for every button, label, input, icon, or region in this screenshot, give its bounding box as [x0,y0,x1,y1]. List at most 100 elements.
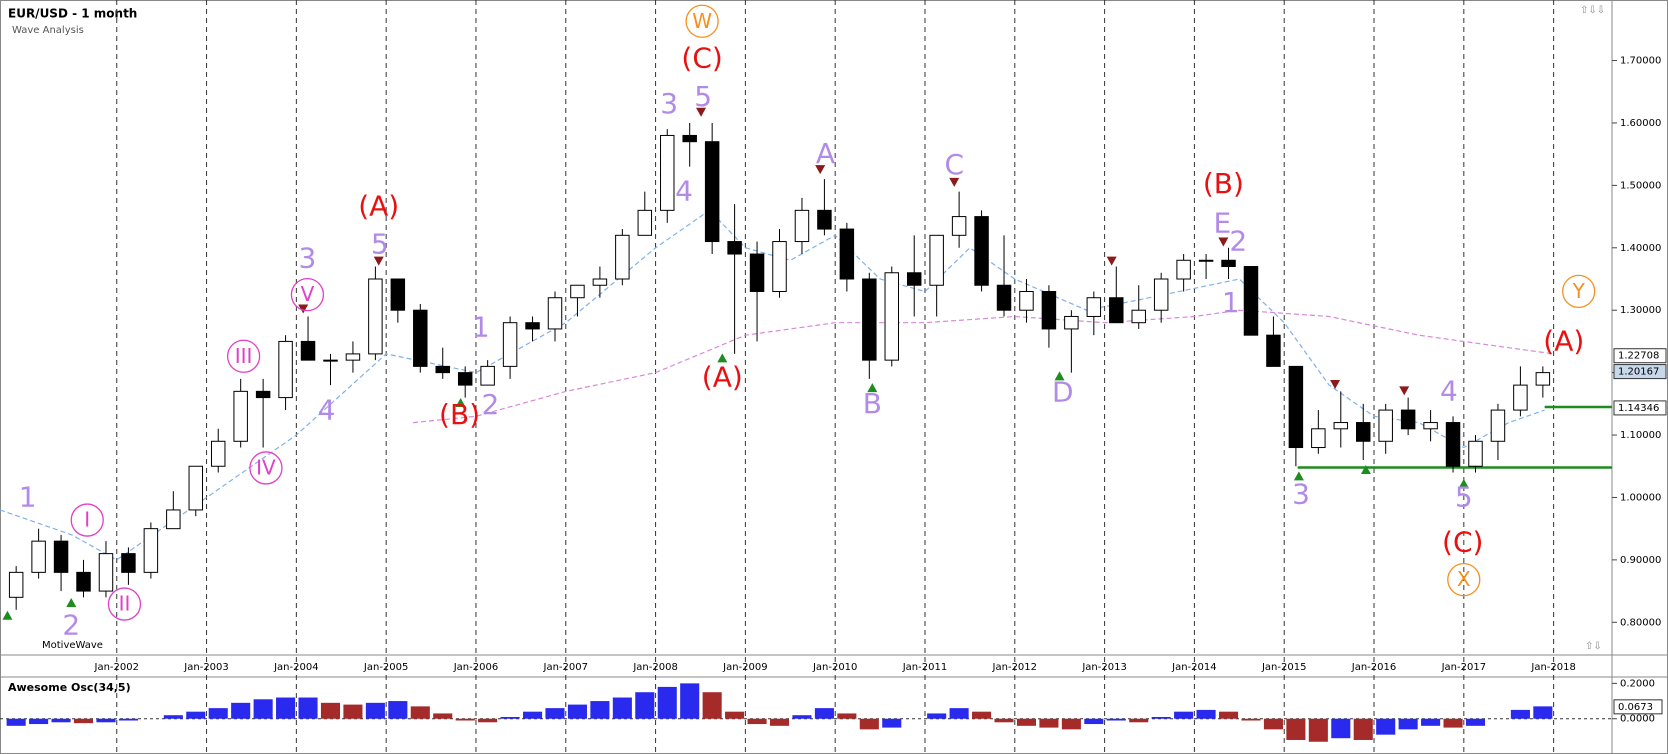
osc-bar [1510,709,1530,719]
candle-body [210,440,226,467]
candle-body [592,278,608,286]
candle-body [1513,384,1528,411]
y-tick-label: 0.80000 [1620,617,1661,628]
osc-title: Awesome Osc(34,5) [8,681,131,694]
candle-body [772,241,787,292]
wave-circle [1447,562,1481,597]
candle-body [1535,372,1551,386]
candle-body [53,540,69,573]
osc-bar [1174,711,1194,719]
pivot-low [1360,465,1371,475]
osc-bar [73,718,94,724]
candle-body [435,365,450,374]
x-tick-label: Jan-2007 [543,662,588,673]
candle-body [1468,440,1483,467]
osc-bar [1129,718,1149,723]
candle-body [817,209,832,230]
x-tick-label: Jan-2010 [812,662,857,673]
candle-body [570,284,585,299]
candle-body [255,390,271,399]
candle-body [1356,422,1371,442]
osc-bar [1241,718,1261,721]
wave-label: 1 [1222,286,1240,319]
wave-label: 2 [481,388,499,421]
osc-bar [320,702,341,719]
osc-bar [1286,718,1306,740]
price-marker [1613,400,1667,416]
osc-bar [1376,718,1396,735]
pivot-high [815,165,826,175]
wave-label: IV [256,455,276,479]
pivot-high [1218,237,1229,247]
osc-bar [859,718,879,730]
wave-label: D [1052,375,1074,408]
x-tick-label: Jan-2017 [1441,662,1486,673]
pivot-high [949,177,960,187]
x-tick-label: Jan-2015 [1261,662,1306,673]
candle-body [906,272,922,286]
candle-body [345,353,361,361]
x-tick-label: Jan-2004 [273,662,318,673]
candle-body [727,241,742,255]
wave-label: 1 [472,311,490,344]
wave-label: 4 [675,174,693,207]
candle-body [637,209,653,236]
pivot-low [717,353,728,363]
candle-body [1445,422,1461,467]
osc-bar [567,704,587,719]
osc-bar [680,683,700,719]
wave-label: 5 [1455,481,1473,514]
moving-average [0,209,1545,561]
y-tick-label: 1.30000 [1620,305,1661,316]
chart-subtitle: Wave Analysis [12,25,84,36]
pivot-low [1293,471,1304,481]
osc-bar [1196,709,1216,719]
candle-body [660,134,675,211]
osc-bar [1151,716,1171,719]
x-tick-label: Jan-2002 [94,662,139,673]
icon[interactable]: ⇧⇩⇩ [1580,5,1605,16]
y-tick-label: 1.10000 [1620,430,1661,441]
osc-bar [1016,718,1037,726]
moving-average [413,309,1554,424]
wave-label: (B) [439,398,480,431]
osc-bar [590,701,610,719]
osc-bar [523,711,543,719]
toolbar-icons[interactable]: ⇧⇩⇩ ⇧⇩ [1580,5,1605,652]
wave-label: (C) [1442,525,1483,558]
wave-label: III [235,344,253,368]
x-tick-label: Jan-2009 [722,662,767,673]
wave-circle [70,503,104,537]
candle-body [749,253,765,292]
x-tick-label: Jan-2013 [1081,662,1126,673]
osc-bar [231,702,251,719]
candle-body [1378,409,1393,442]
icon[interactable]: ⇧⇩ [1585,641,1602,652]
wave-circle [685,4,719,38]
osc-bar [635,692,655,719]
pivot-high [298,304,309,314]
candle-body [1131,309,1146,324]
candle-body [1266,334,1281,367]
osc-bar [276,697,296,719]
candle-body [390,278,406,311]
osc-bar [972,711,992,719]
osc-bar [1084,718,1104,725]
candle-body [884,272,899,361]
candle-body [1041,290,1057,330]
brand: MotiveWave [42,640,103,651]
osc-bar [1061,718,1081,730]
candle-body [502,322,518,367]
osc-bar [1039,718,1059,728]
candle-body [278,340,293,399]
wave-circle [1562,274,1596,309]
osc-bar [433,713,453,719]
candle-body [839,228,855,280]
candle-body [1019,290,1034,311]
osc-bar [298,697,318,719]
candle-body [1288,365,1304,449]
x-tick-label: Jan-2012 [992,662,1037,673]
wave-label: V [301,282,315,306]
y-tick-label: 0.90000 [1620,555,1661,566]
